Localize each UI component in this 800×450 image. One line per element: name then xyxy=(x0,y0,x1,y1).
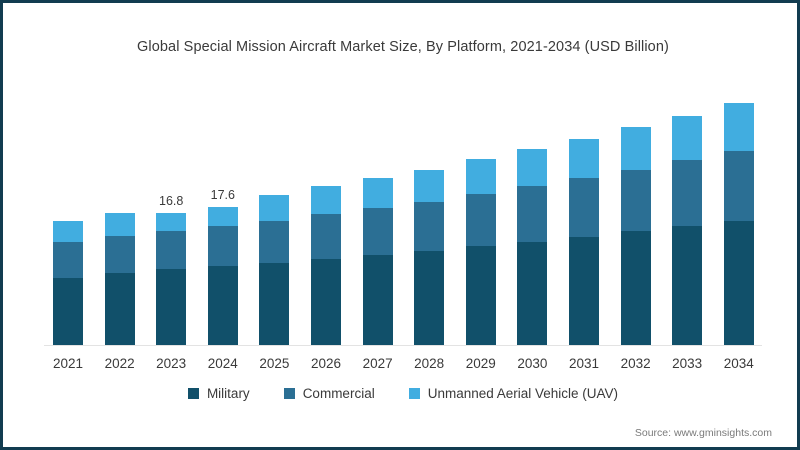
bar-segment[interactable] xyxy=(517,241,548,345)
bar-segment[interactable] xyxy=(517,186,548,242)
bar-segment[interactable] xyxy=(53,242,83,278)
bar-segment[interactable] xyxy=(517,149,548,187)
bar-segment[interactable] xyxy=(53,277,83,345)
x-axis-tick-label: 2032 xyxy=(620,356,651,371)
bar-segment[interactable] xyxy=(104,236,135,273)
x-axis-tick-label: 2034 xyxy=(723,356,754,371)
plot-area: 16.8 17.6 2021 2022 2023 2024 2025 2026 2027 202… xyxy=(6,6,800,450)
legend-label: Unmanned Aerial Vehicle (UAV) xyxy=(427,386,619,401)
bar-segment[interactable] xyxy=(311,186,341,215)
stacked-bar[interactable] xyxy=(311,186,341,345)
x-axis-tick-label: 2027 xyxy=(362,356,393,371)
bar-segment[interactable] xyxy=(414,251,445,345)
x-axis-tick-label: 2022 xyxy=(104,356,135,371)
stacked-bar[interactable] xyxy=(104,212,135,345)
bar-segment[interactable] xyxy=(465,193,496,247)
legend-swatch-icon xyxy=(187,388,199,399)
bar-segment[interactable] xyxy=(569,178,599,237)
bar-segment[interactable] xyxy=(156,269,187,345)
bar-segment[interactable] xyxy=(259,194,290,221)
stacked-bar[interactable] xyxy=(53,220,83,345)
bar-value-label: 16.8 xyxy=(159,194,184,209)
legend-item[interactable]: Military xyxy=(187,386,250,401)
legend-item[interactable]: Unmanned Aerial Vehicle (UAV) xyxy=(408,386,619,401)
bar-segment[interactable] xyxy=(723,103,754,151)
bar-segment[interactable] xyxy=(620,127,651,170)
x-axis-tick-label: 2030 xyxy=(517,356,548,371)
bar-segment[interactable] xyxy=(620,231,651,345)
stacked-bar[interactable] xyxy=(517,149,548,345)
stacked-bar[interactable] xyxy=(620,127,651,345)
stacked-bar[interactable] xyxy=(259,194,290,345)
legend-item[interactable]: Commercial xyxy=(283,386,375,401)
bar-segment[interactable] xyxy=(672,225,703,345)
bar-segment[interactable] xyxy=(207,207,238,226)
bar-segment[interactable] xyxy=(104,212,135,237)
bar-value-label: 17.6 xyxy=(210,188,235,203)
stacked-bar[interactable] xyxy=(156,213,187,345)
bar-segment[interactable] xyxy=(362,178,393,208)
bar-segment[interactable] xyxy=(259,262,290,345)
stacked-bar[interactable] xyxy=(414,169,445,345)
chart-legend: Military Commercial Unmanned Aerial Vehicl… xyxy=(6,386,800,401)
x-axis-tick-label: 2021 xyxy=(52,356,84,371)
stacked-bar[interactable] xyxy=(569,139,599,345)
x-axis-line xyxy=(44,345,762,346)
bar-segment[interactable] xyxy=(414,169,445,202)
chart-canvas: Global Special Mission Aircraft Market S… xyxy=(6,6,794,444)
bar-segment[interactable] xyxy=(569,236,599,345)
x-axis-tick-label: 2025 xyxy=(259,356,290,371)
bar-segment[interactable] xyxy=(672,115,703,161)
stacked-bar[interactable] xyxy=(723,103,754,345)
bar-segment[interactable] xyxy=(672,160,703,226)
bar-segment[interactable] xyxy=(465,159,496,194)
legend-swatch-icon xyxy=(408,388,420,399)
bar-segment[interactable] xyxy=(362,208,393,255)
bar-segment[interactable] xyxy=(414,201,445,252)
stacked-bar[interactable] xyxy=(362,178,393,345)
x-axis-tick-label: 2029 xyxy=(465,356,496,371)
x-axis-tick-label: 2031 xyxy=(568,356,600,371)
bar-segment[interactable] xyxy=(156,213,187,231)
source-attribution: Source: www.gminsights.com xyxy=(634,427,772,439)
bar-segment[interactable] xyxy=(465,246,496,345)
stacked-bar[interactable] xyxy=(465,159,496,345)
legend-label: Military xyxy=(206,386,250,401)
bar-segment[interactable] xyxy=(620,169,651,232)
legend-swatch-icon xyxy=(283,388,295,399)
bar-segment[interactable] xyxy=(53,220,83,243)
bar-segment[interactable] xyxy=(569,139,599,179)
bar-segment[interactable] xyxy=(104,272,135,345)
bar-segment[interactable] xyxy=(156,230,187,270)
bar-segment[interactable] xyxy=(259,220,290,263)
bar-segment[interactable] xyxy=(723,220,754,345)
bar-segment[interactable] xyxy=(362,254,393,345)
bar-segment[interactable] xyxy=(207,265,238,345)
bar-segment[interactable] xyxy=(311,258,341,345)
bar-segment[interactable] xyxy=(311,214,341,259)
stacked-bar[interactable] xyxy=(207,207,238,345)
bar-segment[interactable] xyxy=(207,226,238,266)
x-axis-tick-label: 2024 xyxy=(207,356,238,371)
legend-label: Commercial xyxy=(302,386,375,401)
page-title: Global Special Mission Aircraft Market S… xyxy=(137,39,669,55)
bar-segment[interactable] xyxy=(723,150,754,221)
x-axis-tick-label: 2026 xyxy=(310,356,342,371)
stacked-bar[interactable] xyxy=(672,115,703,345)
x-axis-tick-label: 2033 xyxy=(672,356,703,371)
x-axis-tick-label: 2023 xyxy=(156,356,187,371)
x-axis-tick-label: 2028 xyxy=(414,356,445,371)
